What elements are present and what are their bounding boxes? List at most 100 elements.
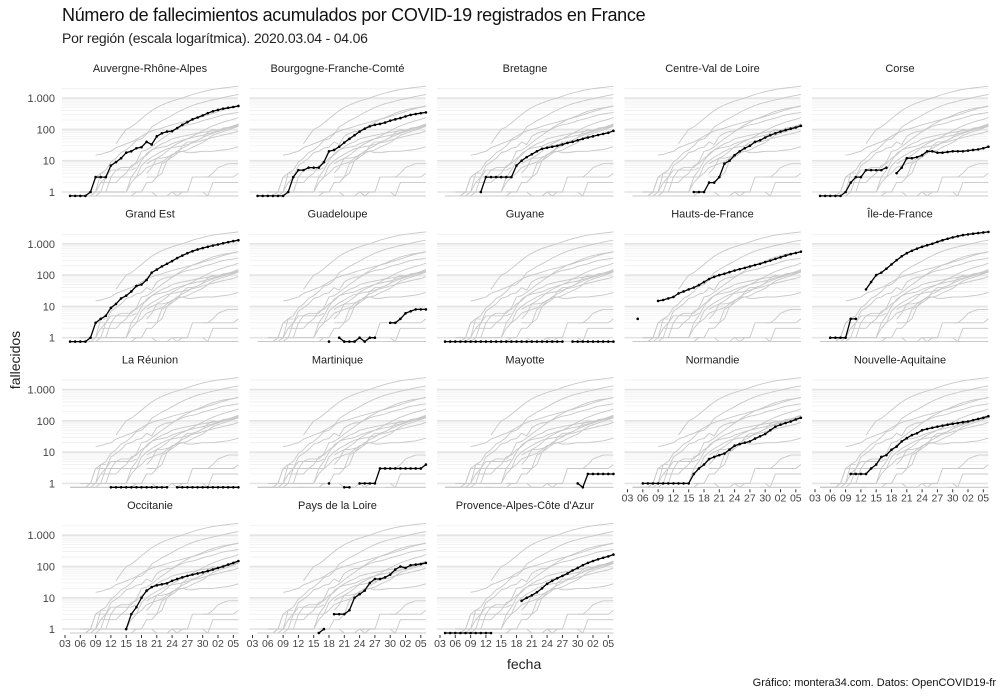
data-point <box>530 153 534 156</box>
data-point <box>869 467 873 470</box>
data-point <box>550 145 554 149</box>
data-point <box>839 194 842 198</box>
background-series-line <box>70 94 239 197</box>
data-point <box>769 133 772 137</box>
data-point <box>571 569 574 572</box>
y-tick-label: 100 <box>37 562 55 574</box>
background-series-line <box>283 396 427 448</box>
data-point <box>409 309 412 313</box>
data-point <box>763 136 767 139</box>
x-tick-label: 05 <box>790 492 802 504</box>
data-point <box>763 432 767 436</box>
data-point <box>885 267 888 271</box>
facet-panel: Occitanie 1 10 100 1.000 03 06 09 12 15 18 21 24 27 30… <box>27 500 240 650</box>
data-point <box>910 433 914 437</box>
data-point <box>343 612 346 616</box>
data-point <box>135 146 138 150</box>
background-series-line <box>906 318 989 343</box>
data-point <box>987 230 990 234</box>
data-point <box>844 190 847 194</box>
data-point <box>211 568 215 571</box>
data-point <box>388 119 392 122</box>
data-point <box>723 452 726 455</box>
data-point <box>895 171 898 175</box>
data-point <box>779 130 782 133</box>
data-point <box>576 566 579 570</box>
background-series-line <box>257 583 427 634</box>
data-point <box>196 572 199 575</box>
data-point <box>332 148 336 152</box>
data-point <box>150 271 153 274</box>
data-point <box>966 420 970 423</box>
background-series-line <box>338 454 426 488</box>
y-tick-label: 10 <box>43 447 55 459</box>
data-point <box>915 431 919 435</box>
data-point <box>733 153 736 157</box>
data-point <box>494 175 498 179</box>
chart-subtitle: Por región (escala logarítmica). 2020.03… <box>62 30 368 46</box>
x-tick-label: 02 <box>212 638 224 650</box>
data-point <box>946 423 949 427</box>
data-point <box>596 557 600 561</box>
data-point <box>880 168 883 172</box>
data-point <box>915 247 919 250</box>
background-series-line <box>283 105 427 156</box>
background-series-line <box>202 473 239 489</box>
data-point <box>702 190 706 194</box>
background-series-line <box>257 94 426 197</box>
data-point <box>697 467 701 470</box>
data-point <box>337 145 341 149</box>
data-point <box>789 420 792 423</box>
background-series-line <box>283 251 427 302</box>
data-point <box>733 444 736 448</box>
background-series-line <box>131 271 239 339</box>
data-point <box>890 263 893 266</box>
data-point <box>839 336 842 340</box>
data-point <box>982 231 985 234</box>
data-point <box>794 418 798 421</box>
data-point <box>221 486 225 489</box>
background-series-line <box>830 271 989 339</box>
background-series-line <box>257 251 426 343</box>
data-point <box>145 140 148 144</box>
data-point <box>454 340 457 343</box>
data-point <box>769 259 772 262</box>
data-point <box>890 448 893 451</box>
data-point <box>758 434 762 438</box>
data-point <box>789 252 792 256</box>
facet-panel: Île-de-France <box>812 208 990 343</box>
facet-panel: Guadeloupe <box>249 209 428 343</box>
facet-panel: La Réunion 1 10 100 1.000 <box>27 354 240 490</box>
background-series-line <box>632 239 801 343</box>
background-series-line <box>845 396 989 448</box>
highlight-series-line <box>70 239 239 343</box>
data-point <box>931 242 934 246</box>
data-point <box>712 181 716 184</box>
background-series-line <box>952 182 989 197</box>
data-point <box>201 246 204 250</box>
data-point <box>216 486 220 489</box>
background-series-line <box>526 163 614 197</box>
background-series-line <box>70 111 239 197</box>
background-series-line <box>764 182 801 197</box>
data-point <box>181 486 184 489</box>
data-point <box>312 166 316 169</box>
facet-strip-label: Hauts-de-France <box>671 209 754 221</box>
highlight-series-line <box>338 308 426 343</box>
facet-strip-label: Guadeloupe <box>308 209 368 221</box>
x-tick-label: 24 <box>354 638 366 650</box>
data-point <box>353 133 356 137</box>
data-point <box>373 336 377 340</box>
facet-strip-label: Centre-Val de Loire <box>665 63 760 75</box>
background-series-line <box>318 562 427 630</box>
data-point <box>464 631 467 635</box>
data-point <box>211 244 215 247</box>
data-point <box>849 472 852 476</box>
x-tick-label: 27 <box>932 492 944 504</box>
facet-panel: Auvergne-Rhône-Alpes 1 10 100 1.000 <box>27 63 240 199</box>
background-series-line <box>632 262 802 343</box>
background-series-line <box>267 125 427 193</box>
data-point <box>505 340 508 343</box>
facet-strip-label: Provence-Alpes-Côte d'Azur <box>456 500 595 512</box>
data-point <box>186 486 189 489</box>
